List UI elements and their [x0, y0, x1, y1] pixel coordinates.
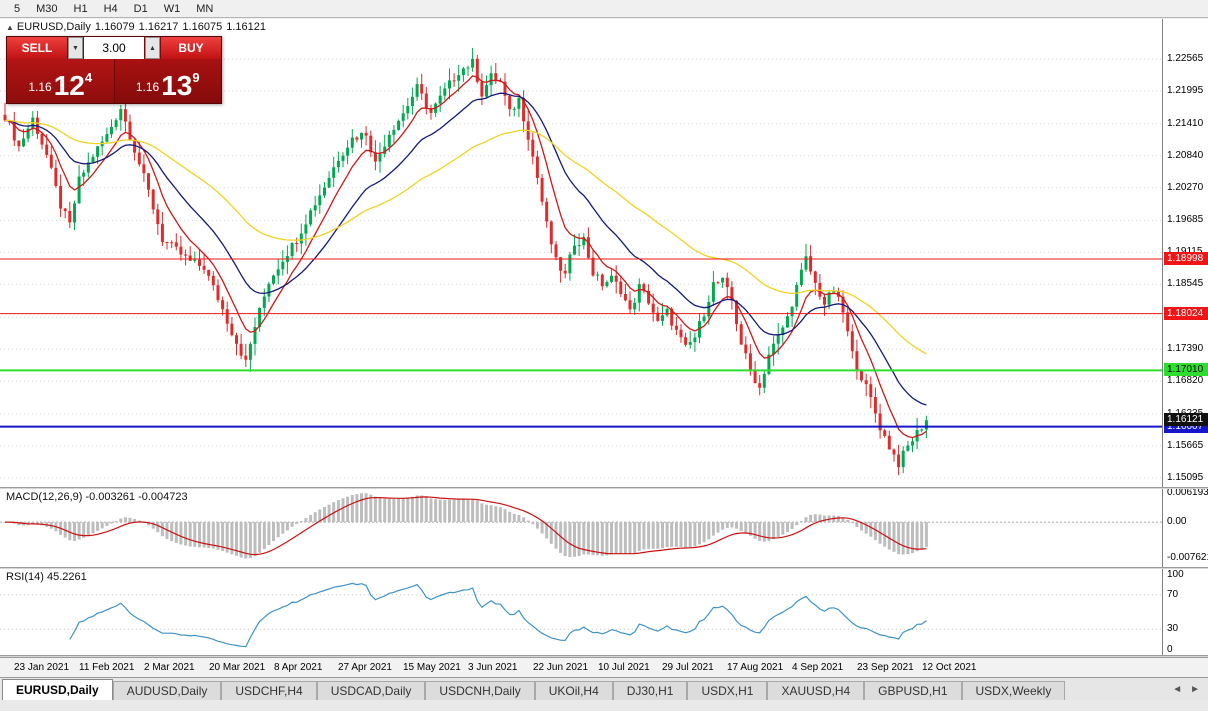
rsi-axis-tick: 100 [1167, 569, 1184, 580]
macd-axis-zero: 0.00 [1167, 516, 1187, 527]
time-axis-label: 20 Mar 2021 [209, 662, 266, 673]
sell-price-prefix: 1.16 [28, 80, 52, 94]
chart-tab-bar: EURUSD,Daily AUDUSD,Daily USDCHF,H4 USDCAD,… [0, 677, 1208, 700]
chart-tab-xauusd-h4[interactable]: XAUUSD,H4 [767, 681, 865, 700]
buy-price-sup: 9 [192, 70, 200, 85]
lot-decrease-icon[interactable]: ▼ [68, 37, 83, 59]
chart-tab-usdx-weekly[interactable]: USDX,Weekly [961, 681, 1066, 700]
sell-price-display[interactable]: 1.16 12 4 [7, 59, 114, 103]
y-axis-tick: 1.16820 [1167, 375, 1204, 386]
price-axis[interactable]: 1.22565 1.21995 1.21410 1.20840 1.20270 1.196… [1162, 19, 1208, 657]
chart-tab-usdchf-h4[interactable]: USDCHF,H4 [221, 681, 317, 700]
time-axis-label: 23 Sep 2021 [857, 662, 914, 673]
chart-tab-dj30-h1[interactable]: DJ30,H1 [612, 681, 688, 700]
tab-scroll-arrows: ◄ ► [1164, 678, 1208, 700]
chart-tab-ukoil-h4[interactable]: UKOil,H4 [534, 681, 613, 700]
time-axis[interactable]: 23 Jan 2021 11 Feb 2021 2 Mar 2021 20 Mar 2… [0, 657, 1208, 677]
time-axis-label: 15 May 2021 [403, 662, 461, 673]
chart-tab-audusd-daily[interactable]: AUDUSD,Daily [112, 681, 222, 700]
price-chart-pane[interactable]: ▲ EURUSD,Daily 1.16079 1.16217 1.16075 1.1612… [0, 19, 1162, 487]
ohlc-low: 1.16075 [182, 21, 223, 33]
status-strip [0, 700, 1208, 711]
rsi-axis-tick: 30 [1167, 623, 1179, 634]
candlestick-chart[interactable] [0, 19, 1162, 487]
timeframe-button-h1[interactable]: H1 [73, 2, 88, 15]
chart-tab-usdx-h1[interactable]: USDX,H1 [687, 681, 768, 700]
y-axis-tick: 1.21995 [1167, 85, 1204, 96]
chart-ohlc-title: ▲ EURUSD,Daily 1.16079 1.16217 1.16075 1.1612… [6, 21, 270, 33]
buy-price-display[interactable]: 1.16 13 9 [113, 59, 221, 103]
time-axis-label: 22 Jun 2021 [533, 662, 589, 673]
chart-tab-usdcad-daily[interactable]: USDCAD,Daily [316, 681, 426, 700]
price-level-label: 1.18998 [1164, 252, 1208, 265]
lot-size-input[interactable]: 3.00 [84, 37, 144, 59]
buy-price-prefix: 1.16 [135, 80, 160, 94]
macd-indicator-pane[interactable]: MACD(12,26,9) -0.003261 -0.004723 [0, 489, 1162, 567]
tab-scroll-left-icon[interactable]: ◄ [1172, 683, 1183, 695]
lot-increase-icon[interactable]: ▲ [145, 37, 160, 59]
time-axis-label: 12 Oct 2021 [922, 662, 977, 673]
timeframe-button-h4[interactable]: H4 [103, 2, 118, 15]
ohlc-close: 1.16121 [226, 21, 266, 33]
rsi-indicator-pane[interactable]: RSI(14) 45.2261 [0, 569, 1162, 655]
y-axis-tick: 1.22565 [1167, 53, 1204, 64]
time-axis-label: 3 Jun 2021 [468, 662, 518, 673]
rsi-axis-tick: 0 [1167, 644, 1173, 655]
time-axis-label: 10 Jul 2021 [598, 662, 650, 673]
timeframe-button-5[interactable]: 5 [14, 2, 21, 15]
y-axis-tick: 1.15095 [1167, 472, 1204, 483]
rsi-title: RSI(14) 45.2261 [6, 571, 87, 583]
y-axis-tick: 1.20840 [1167, 150, 1204, 161]
buy-button[interactable]: BUY [161, 37, 221, 59]
timeframe-button-d1[interactable]: D1 [133, 2, 148, 15]
ohlc-open: 1.16079 [94, 21, 135, 33]
sell-button[interactable]: SELL [7, 37, 67, 59]
time-axis-label: 11 Feb 2021 [79, 662, 135, 673]
y-axis-tick: 1.18545 [1167, 278, 1204, 289]
macd-chart[interactable] [0, 489, 1162, 567]
price-level-label: 1.17010 [1164, 363, 1208, 376]
chart-region: ▲ EURUSD,Daily 1.16079 1.16217 1.16075 1.1612… [0, 19, 1208, 677]
time-axis-label: 8 Apr 2021 [274, 662, 323, 673]
macd-axis-min: -0.007621 [1167, 552, 1208, 563]
rsi-axis-tick: 70 [1167, 589, 1179, 600]
pane-splitter-macd[interactable] [0, 487, 1208, 489]
y-axis-tick: 1.19685 [1167, 214, 1204, 225]
price-level-label: 1.18024 [1164, 307, 1208, 320]
sell-price-sup: 4 [84, 70, 93, 85]
chart-symbol-period: EURUSD,Daily [16, 21, 91, 33]
time-axis-label: 17 Aug 2021 [727, 662, 784, 673]
time-axis-label: 29 Jul 2021 [662, 662, 714, 673]
current-price-label: 1.16121 [1164, 413, 1208, 426]
time-axis-label: 4 Sep 2021 [792, 662, 844, 673]
pane-splitter-rsi[interactable] [0, 567, 1208, 569]
y-axis-tick: 1.21410 [1167, 118, 1204, 129]
timeframe-toolbar: 5 M30 H1 H4 D1 W1 MN [0, 0, 1208, 18]
rsi-chart[interactable] [0, 569, 1162, 655]
y-axis-tick: 1.15665 [1167, 440, 1204, 451]
time-axis-label: 27 Apr 2021 [338, 662, 392, 673]
chart-icon: ▲ [6, 23, 14, 32]
one-click-trading-panel: SELL ▼ 3.00 ▲ BUY 1.16 12 4 1.16 13 9 [6, 36, 222, 104]
chart-tab-eurusd-daily[interactable]: EURUSD,Daily [2, 679, 113, 700]
y-axis-tick: 1.20270 [1167, 182, 1204, 193]
ohlc-high: 1.16217 [138, 21, 179, 33]
macd-title: MACD(12,26,9) -0.003261 -0.004723 [6, 491, 188, 503]
chart-tabs: EURUSD,Daily AUDUSD,Daily USDCHF,H4 USDCAD,… [2, 678, 1066, 700]
y-axis-tick: 1.17390 [1167, 343, 1204, 354]
tab-scroll-right-icon[interactable]: ► [1190, 683, 1200, 695]
sell-price-big: 12 [53, 70, 85, 102]
chart-tab-usdcnh-daily[interactable]: USDCNH,Daily [425, 681, 535, 700]
macd-axis-max: 0.006193 [1167, 487, 1208, 498]
chart-tab-gbpusd-h1[interactable]: GBPUSD,H1 [864, 681, 962, 700]
buy-price-big: 13 [161, 70, 193, 102]
y-axis-tick: 1.19115 [1167, 246, 1202, 258]
timeframe-button-mn[interactable]: MN [196, 2, 214, 15]
timeframe-button-w1[interactable]: W1 [163, 2, 181, 15]
timeframe-button-m30[interactable]: M30 [36, 2, 58, 15]
time-axis-label: 2 Mar 2021 [144, 662, 195, 673]
time-axis-label: 23 Jan 2021 [14, 662, 70, 673]
pane-splitter-bottom [0, 655, 1208, 657]
